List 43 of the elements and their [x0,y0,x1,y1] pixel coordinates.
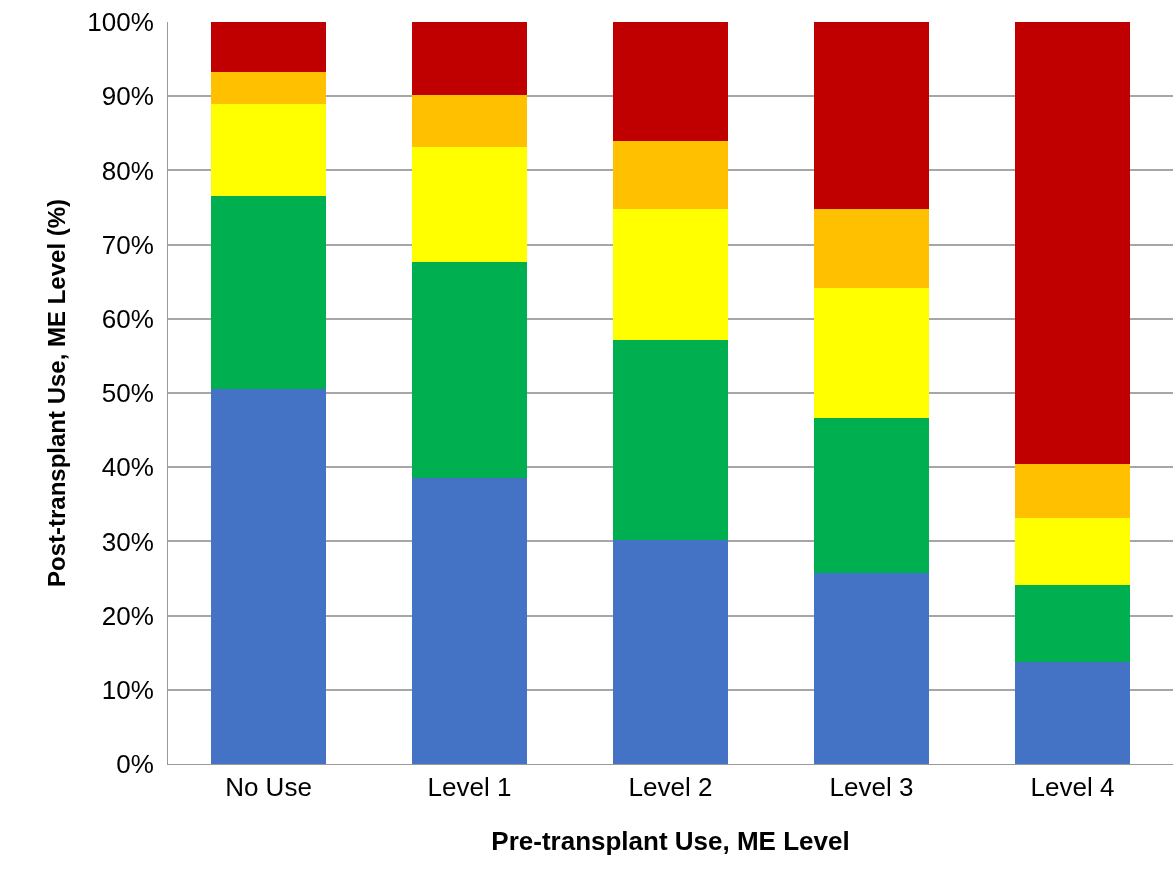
x-tick-label: Level 2 [628,772,713,803]
bar [1015,464,1130,519]
y-tick-label: 0% [116,749,154,780]
bar [412,146,527,263]
y-tick-label: 10% [101,674,154,705]
bar [814,208,929,289]
bar [211,22,326,72]
y-tick-label: 70% [101,229,154,260]
x-tick-label: Level 1 [427,772,512,803]
y-tick-label: 60% [101,303,154,334]
bar [1015,661,1130,764]
bar [412,262,527,479]
y-tick-label: 40% [101,452,154,483]
bar [1015,518,1130,586]
bar [814,572,929,764]
y-tick-label: 90% [101,81,154,112]
bar [412,22,527,96]
bar [1015,22,1130,465]
y-tick-label: 30% [101,526,154,557]
bar [613,539,728,764]
bar [613,22,728,141]
y-tick-label: 20% [101,600,154,631]
bar [613,339,728,540]
y-tick-label: 80% [101,155,154,186]
x-tick-label: Level 4 [1030,772,1115,803]
bar [814,288,929,419]
bar [211,389,326,764]
x-tick-label: No Use [225,772,312,803]
bar [412,478,527,764]
bar [814,418,929,573]
x-tick-label: Level 3 [829,772,914,803]
bar [814,22,929,209]
y-axis-title: Post-transplant Use, ME Level (%) [43,198,71,588]
bar [613,140,728,209]
y-tick-label: 50% [101,378,154,409]
x-axis-title: Pre-transplant Use, ME Level [491,825,850,856]
bar [211,103,326,197]
bar [211,71,326,104]
y-tick-label: 100% [87,7,154,38]
bar [211,196,326,390]
bar [412,95,527,147]
bar [613,208,728,340]
bar [1015,585,1130,662]
